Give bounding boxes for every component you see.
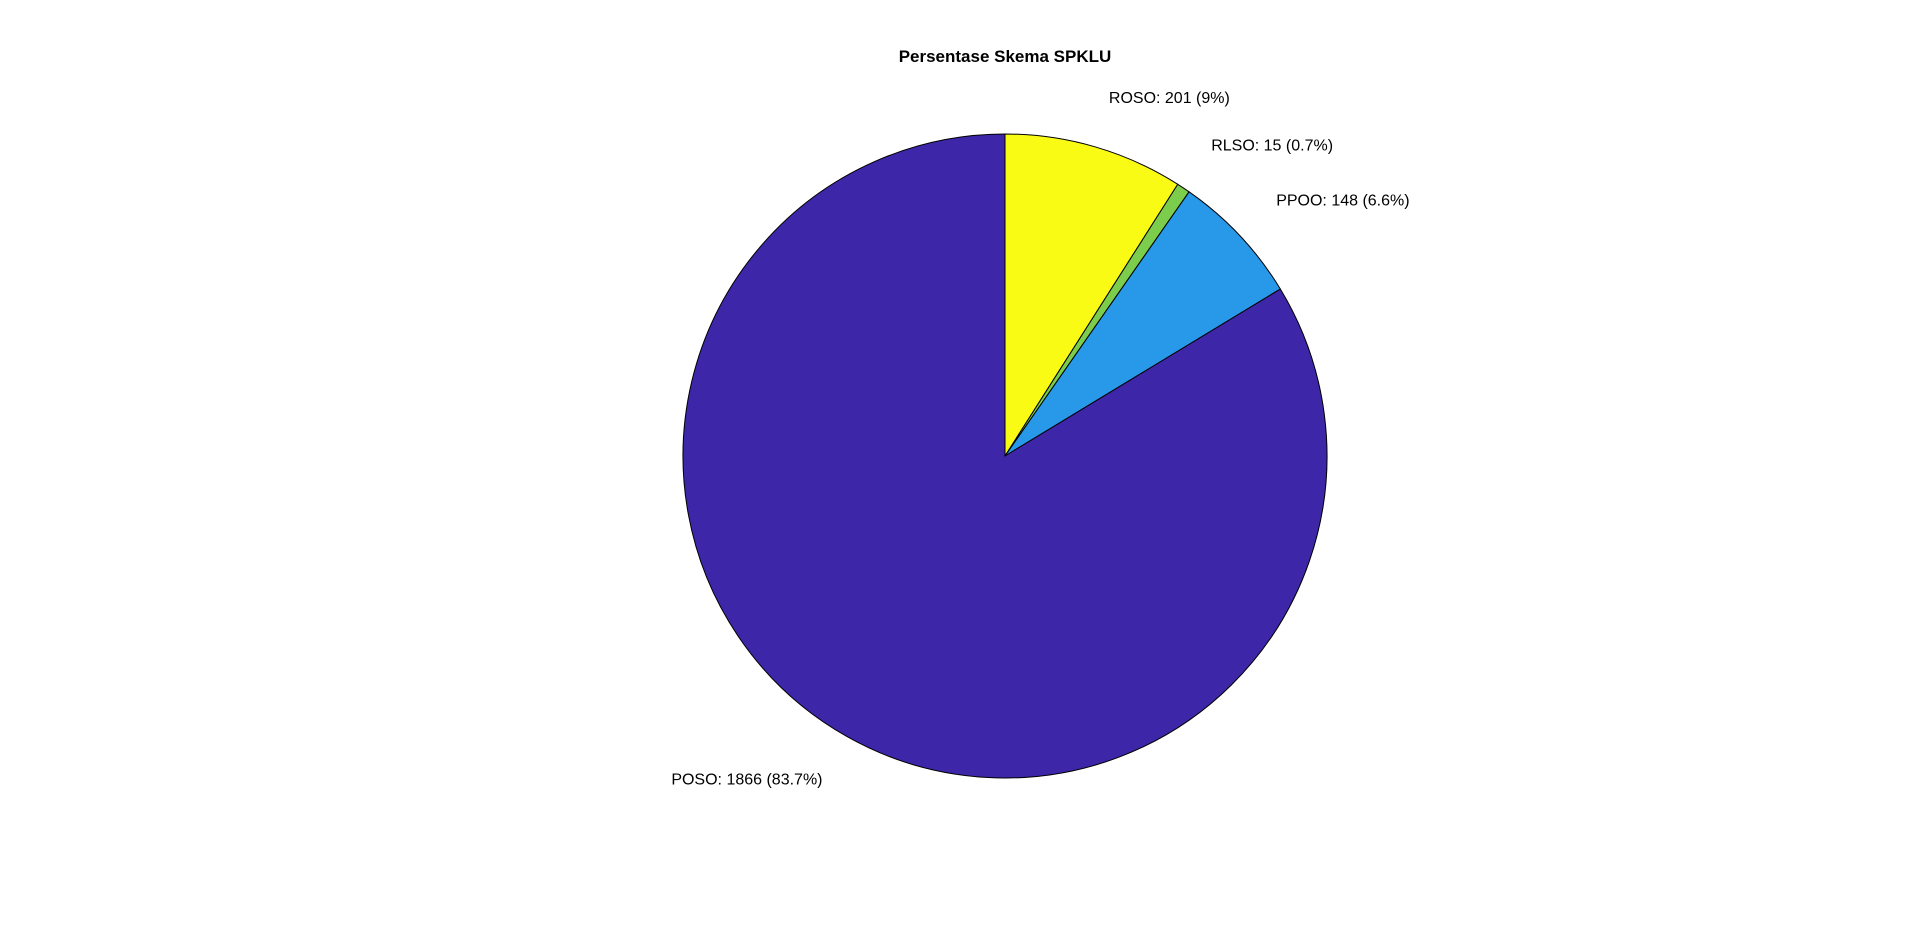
pie-slice-ppoo [1004, 191, 1282, 457]
pie-label-ppoo: PPOO: 148 (6.6%) [1276, 193, 1409, 210]
pie-slices [682, 133, 1328, 779]
pie-slice-roso [1004, 133, 1179, 458]
pie-label-poso: POSO: 1866 (83.7%) [671, 771, 822, 788]
pie-slice-poso [682, 133, 1328, 779]
pie-label-roso: ROSO: 201 (9%) [1109, 90, 1230, 107]
pie-labels: ROSO: 201 (9%) RLSO: 15 (0.7%) PPOO: 148 (… [671, 90, 1409, 788]
chart-title: Persentase Skema SPKLU [899, 47, 1112, 66]
pie-label-rlso: RLSO: 15 (0.7%) [1211, 138, 1333, 155]
